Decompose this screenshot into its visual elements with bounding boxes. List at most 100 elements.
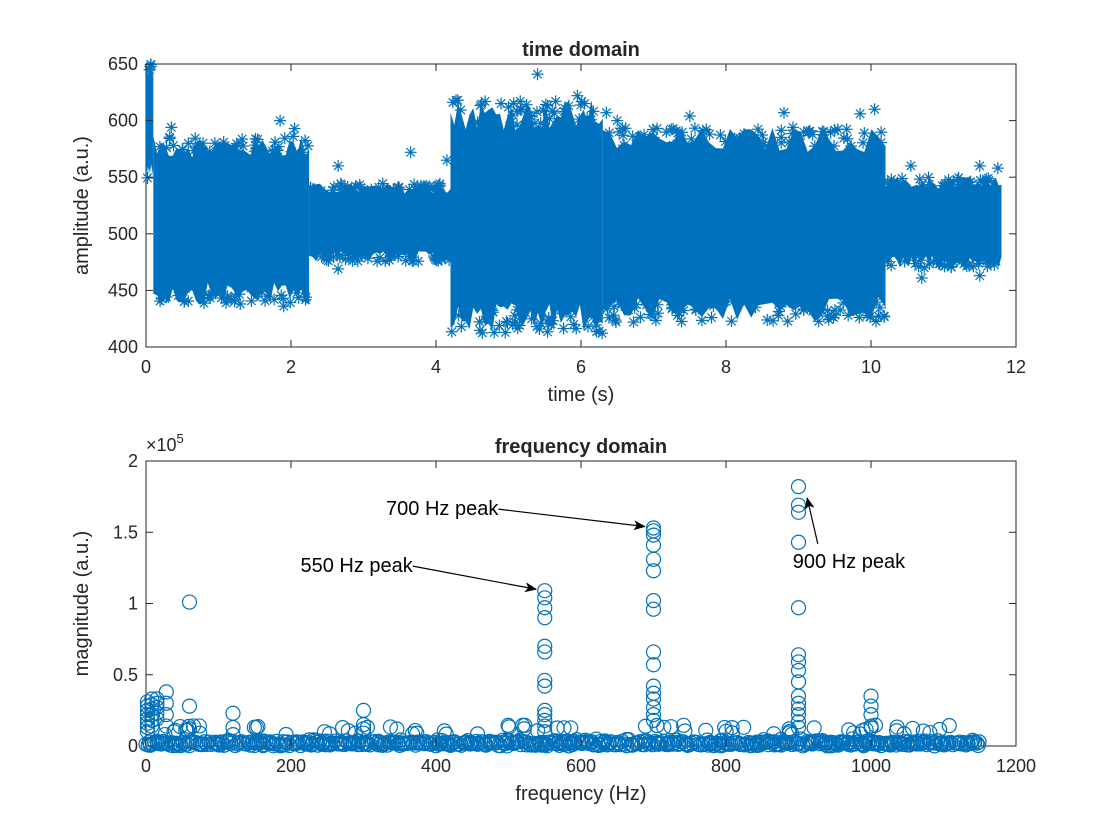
amplitude-band bbox=[450, 100, 603, 331]
data-point bbox=[531, 68, 544, 81]
data-point bbox=[790, 479, 807, 495]
data-point bbox=[640, 298, 653, 311]
time-domain-x-ticks: 0 2 4 6 8 10 12 bbox=[141, 64, 1026, 377]
x-tick-label: 200 bbox=[276, 756, 306, 776]
data-point bbox=[259, 294, 272, 307]
x-tick-label: 600 bbox=[566, 756, 596, 776]
data-point bbox=[977, 252, 990, 265]
x-tick-label: 8 bbox=[721, 357, 731, 377]
data-point bbox=[927, 255, 940, 268]
data-point bbox=[537, 583, 553, 599]
data-point bbox=[609, 315, 622, 328]
data-point bbox=[181, 738, 198, 754]
data-point bbox=[891, 179, 904, 192]
data-point bbox=[645, 678, 662, 694]
time-domain-x-label: time (s) bbox=[548, 384, 615, 406]
data-point bbox=[627, 316, 640, 329]
data-point bbox=[481, 312, 494, 325]
data-point bbox=[889, 719, 905, 735]
data-point bbox=[964, 732, 981, 748]
data-point bbox=[841, 722, 857, 738]
data-point bbox=[158, 684, 174, 700]
data-point bbox=[160, 290, 173, 303]
data-point bbox=[255, 737, 271, 754]
data-point bbox=[341, 180, 354, 193]
data-point bbox=[537, 644, 553, 660]
data-point bbox=[537, 610, 553, 626]
data-point bbox=[509, 316, 522, 329]
data-point bbox=[523, 109, 536, 122]
data-point bbox=[898, 255, 911, 268]
data-point bbox=[922, 724, 938, 741]
data-point bbox=[603, 126, 616, 139]
data-point bbox=[277, 300, 290, 313]
data-point bbox=[405, 726, 421, 742]
x-tick-label: 6 bbox=[576, 357, 586, 377]
annotation-arrow bbox=[498, 508, 646, 531]
data-point bbox=[676, 717, 692, 733]
data-point bbox=[863, 707, 879, 723]
data-point bbox=[727, 295, 740, 308]
data-point bbox=[359, 247, 372, 260]
data-point bbox=[553, 735, 570, 752]
data-point bbox=[168, 281, 181, 294]
y-tick-label: 450 bbox=[108, 280, 138, 300]
data-point bbox=[863, 698, 879, 714]
data-point bbox=[676, 126, 689, 139]
x-tick-label: 4 bbox=[431, 357, 441, 377]
data-point bbox=[208, 137, 221, 150]
data-point bbox=[858, 127, 871, 140]
data-point bbox=[528, 735, 544, 752]
data-point bbox=[557, 105, 570, 118]
data-point bbox=[600, 106, 613, 119]
data-point bbox=[778, 106, 790, 119]
data-point bbox=[498, 735, 514, 751]
data-point bbox=[225, 719, 241, 736]
data-point bbox=[311, 247, 324, 260]
x-tick-label: 0 bbox=[141, 756, 151, 776]
data-point bbox=[389, 721, 405, 737]
data-point bbox=[644, 308, 657, 321]
data-point bbox=[266, 736, 282, 752]
data-point bbox=[554, 304, 567, 317]
data-point bbox=[500, 315, 513, 328]
data-point bbox=[667, 139, 680, 152]
data-point bbox=[348, 182, 361, 195]
data-point bbox=[904, 159, 917, 172]
data-point bbox=[786, 297, 799, 310]
data-point bbox=[377, 184, 390, 197]
data-point bbox=[881, 255, 894, 268]
data-point bbox=[545, 735, 561, 751]
data-point bbox=[537, 707, 553, 723]
data-point bbox=[189, 140, 202, 153]
data-point bbox=[663, 719, 679, 735]
data-point bbox=[645, 593, 662, 609]
exponent-power: 5 bbox=[177, 431, 184, 446]
data-point bbox=[852, 726, 868, 742]
data-point bbox=[786, 121, 799, 134]
data-point bbox=[165, 121, 178, 134]
data-point bbox=[736, 719, 752, 735]
data-point bbox=[688, 122, 701, 135]
data-point bbox=[155, 292, 168, 305]
data-point bbox=[348, 247, 361, 260]
exponent-base: ×10 bbox=[146, 435, 177, 455]
data-point bbox=[662, 734, 678, 750]
data-point bbox=[870, 295, 883, 308]
data-point bbox=[857, 136, 870, 149]
data-point bbox=[244, 282, 257, 295]
x-tick-label: 0 bbox=[141, 357, 151, 377]
data-point bbox=[355, 717, 372, 733]
data-point bbox=[231, 139, 244, 152]
data-point bbox=[868, 103, 881, 116]
data-point bbox=[981, 260, 994, 273]
data-point bbox=[725, 315, 738, 328]
data-point bbox=[163, 131, 176, 144]
data-point bbox=[215, 291, 228, 304]
data-point bbox=[959, 255, 972, 268]
data-point bbox=[288, 122, 301, 135]
data-point bbox=[158, 718, 174, 734]
data-point bbox=[828, 139, 841, 152]
data-point bbox=[432, 183, 445, 196]
data-point bbox=[591, 309, 604, 322]
